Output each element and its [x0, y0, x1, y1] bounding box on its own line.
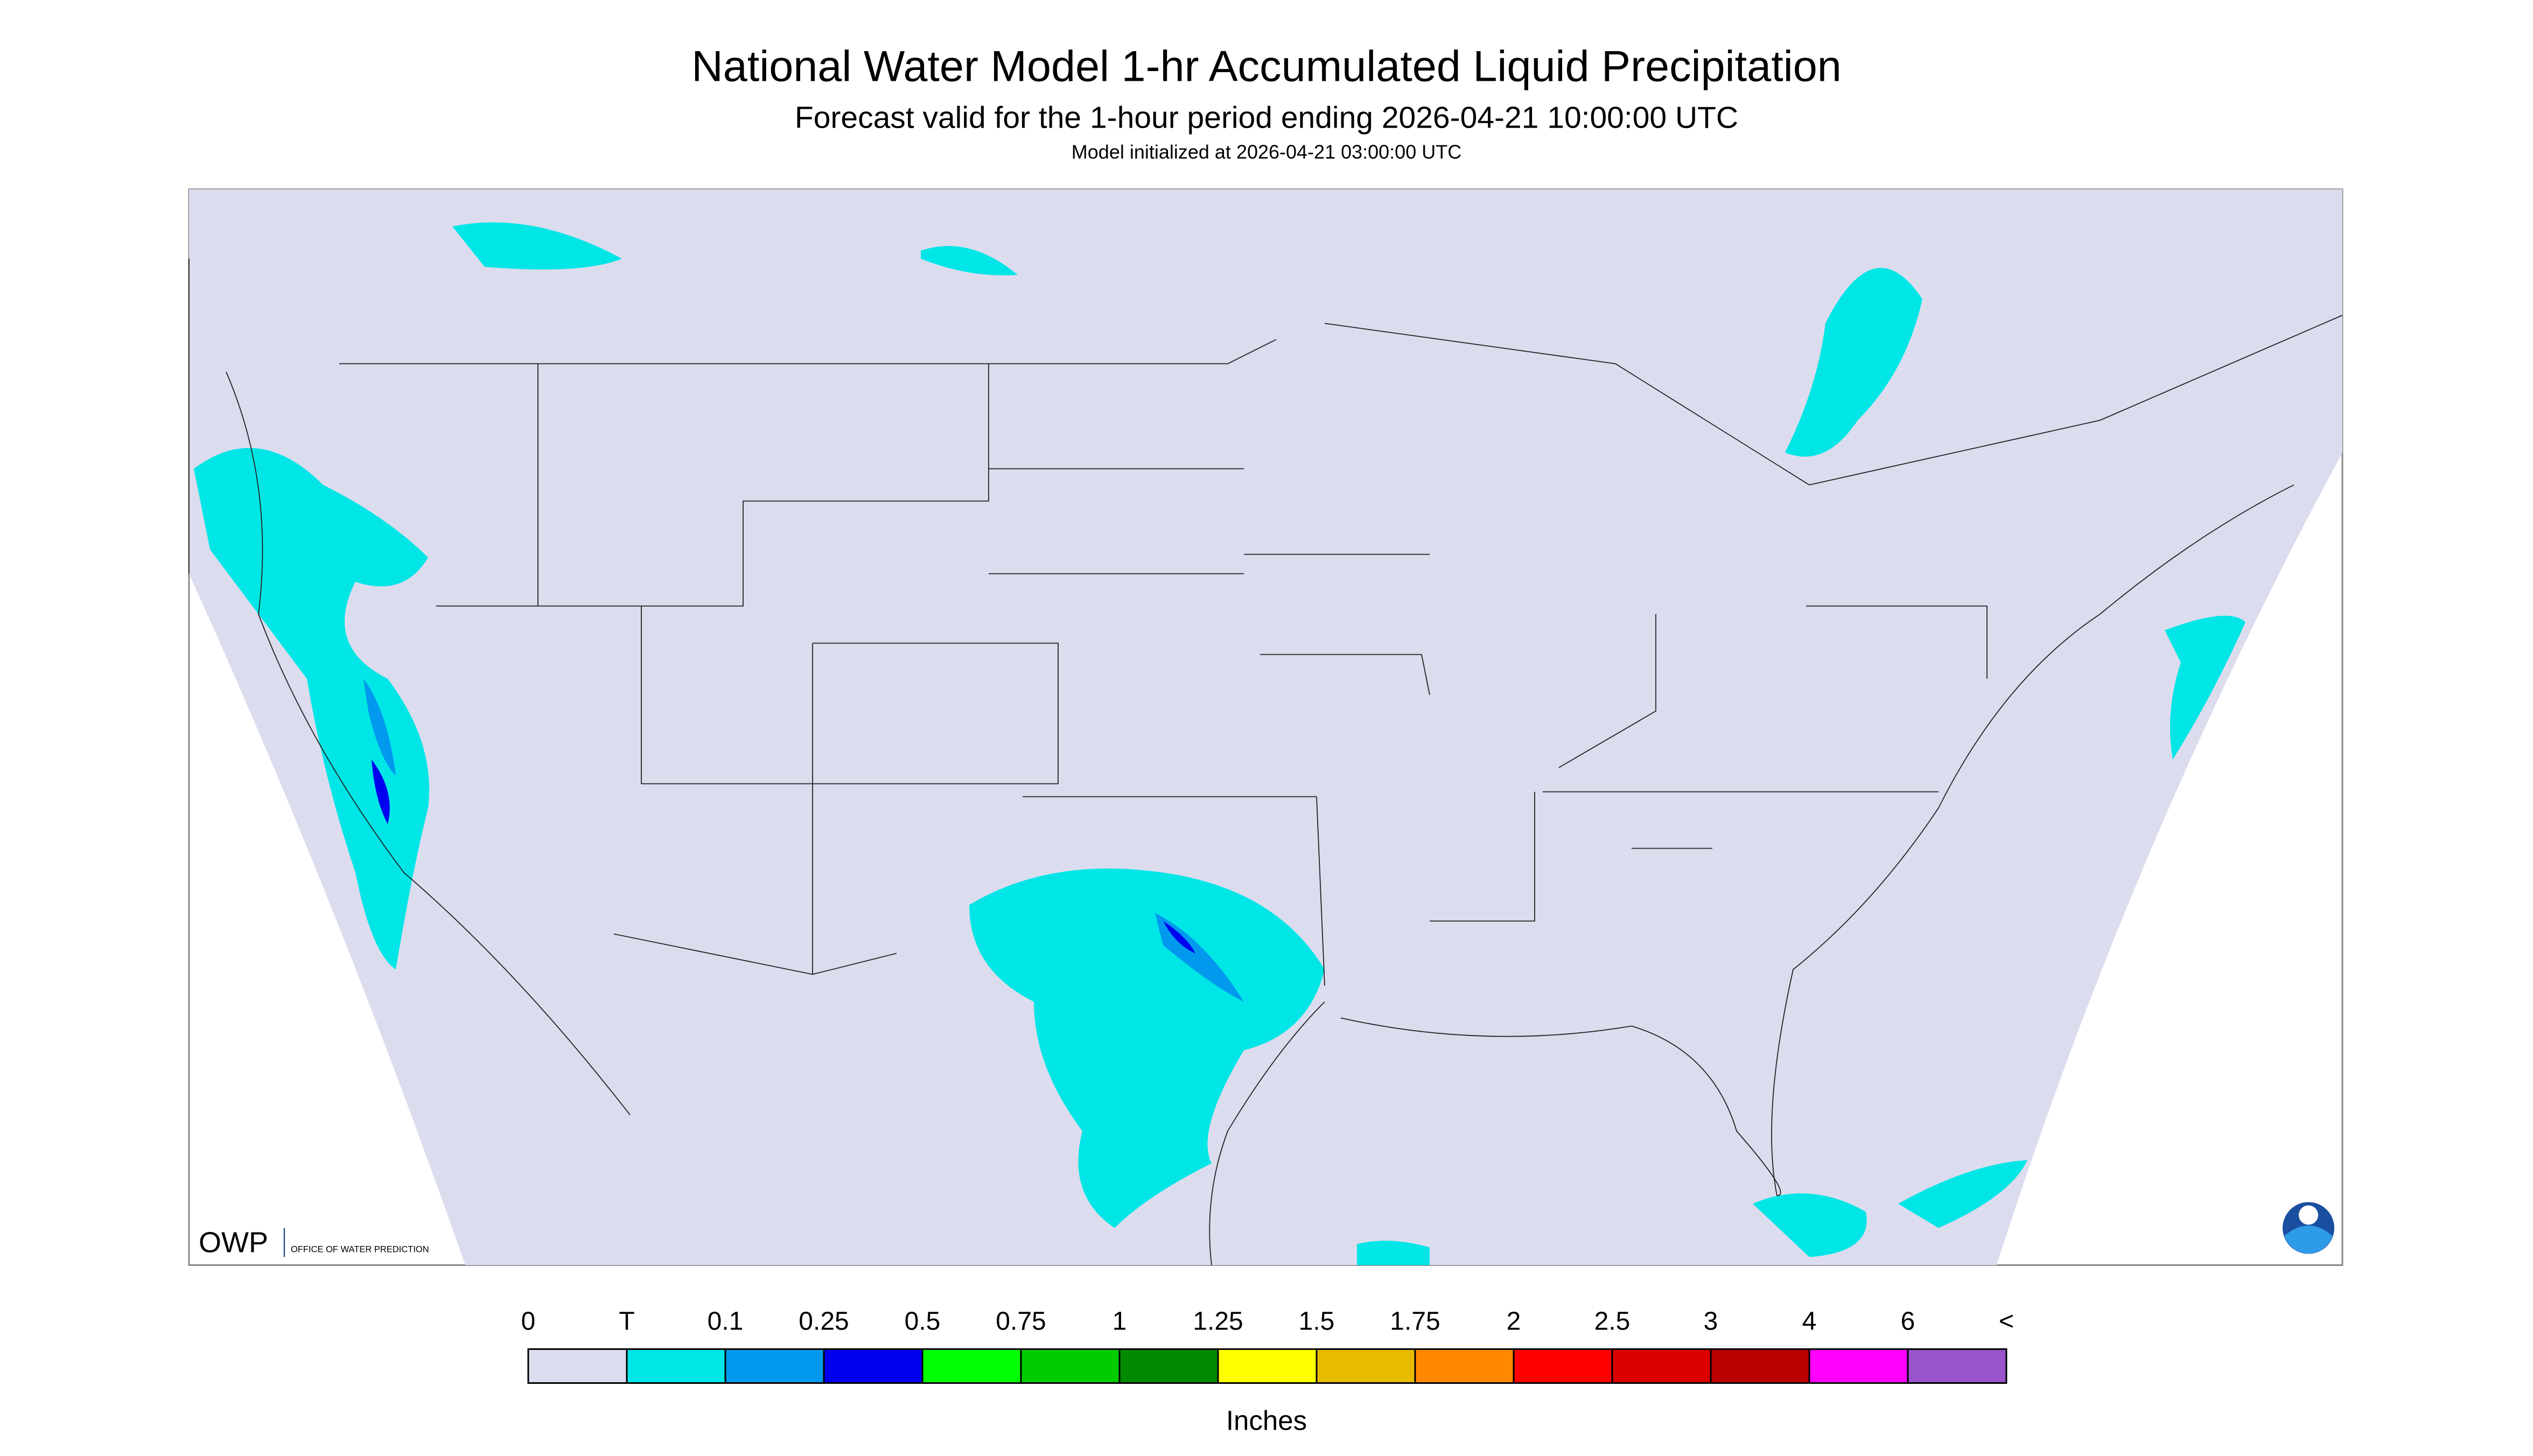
legend-label: 2	[1507, 1307, 1521, 1336]
precip-area	[921, 246, 1018, 276]
legend-label: 6	[1901, 1307, 1915, 1336]
legend-swatch	[921, 1348, 1022, 1384]
legend-label: <	[1999, 1307, 2014, 1336]
legend-unit: Inches	[1226, 1405, 1307, 1436]
noaa-logo	[2283, 1202, 2334, 1254]
legend-swatch	[527, 1348, 628, 1384]
legend-swatch	[1118, 1348, 1219, 1384]
init-time: Model initialized at 2026-04-21 03:00:00…	[1072, 141, 1461, 163]
map: OWP OFFICE OF WATER PREDICTION	[188, 188, 2343, 1266]
legend-swatch	[1513, 1348, 1613, 1384]
legend-label: 0.1	[708, 1307, 744, 1336]
legend-swatch	[1316, 1348, 1416, 1384]
legend-label: 0	[521, 1307, 536, 1336]
legend-swatch	[1217, 1348, 1318, 1384]
legend-swatch	[724, 1348, 825, 1384]
legend-label: T	[619, 1307, 634, 1336]
legend-swatch	[626, 1348, 726, 1384]
legend-label: 3	[1704, 1307, 1718, 1336]
legend-label: 1	[1112, 1307, 1127, 1336]
legend-swatch	[1611, 1348, 1712, 1384]
legend-label: 0.75	[996, 1307, 1046, 1336]
legend-swatch	[823, 1348, 923, 1384]
legend-swatch	[1710, 1348, 1810, 1384]
logo-name: OFFICE OF WATER PREDICTION	[291, 1245, 429, 1255]
title: National Water Model 1-hr Accumulated Li…	[691, 43, 1842, 91]
legend-swatch	[1907, 1348, 2007, 1384]
model-domain	[189, 189, 2342, 1265]
precip-areas	[194, 222, 2245, 1265]
precip-area	[1753, 1193, 1867, 1257]
legend-label: 1.5	[1299, 1307, 1335, 1336]
precip-area	[194, 447, 430, 970]
legend-swatch	[1414, 1348, 1515, 1384]
precip-area	[2165, 615, 2245, 760]
precip-area	[1785, 268, 1922, 457]
subtitle: Forecast valid for the 1-hour period end…	[795, 101, 1738, 135]
logo-abbr: OWP	[199, 1227, 268, 1259]
precip-area	[1898, 1160, 2027, 1228]
legend-swatch	[1808, 1348, 1909, 1384]
legend-label: 1.75	[1390, 1307, 1440, 1336]
borders	[188, 258, 2343, 1265]
legend-label: 0.5	[905, 1307, 941, 1336]
precip-area	[969, 869, 1325, 1228]
legend-swatch	[1020, 1348, 1121, 1384]
legend-label: 1.25	[1193, 1307, 1243, 1336]
owp-logo: OWP OFFICE OF WATER PREDICTION	[199, 1227, 429, 1259]
legend: 0 T 0.1 0.25 0.5 0.75 1 1.25 1.5 1.75 2 2.5 3 4 6 <	[521, 1307, 2014, 1384]
precip-area	[452, 222, 622, 270]
legend-label: 0.25	[799, 1307, 849, 1336]
legend-label: 4	[1802, 1307, 1817, 1336]
legend-label: 2.5	[1594, 1307, 1631, 1336]
precip-area	[1357, 1241, 1430, 1265]
